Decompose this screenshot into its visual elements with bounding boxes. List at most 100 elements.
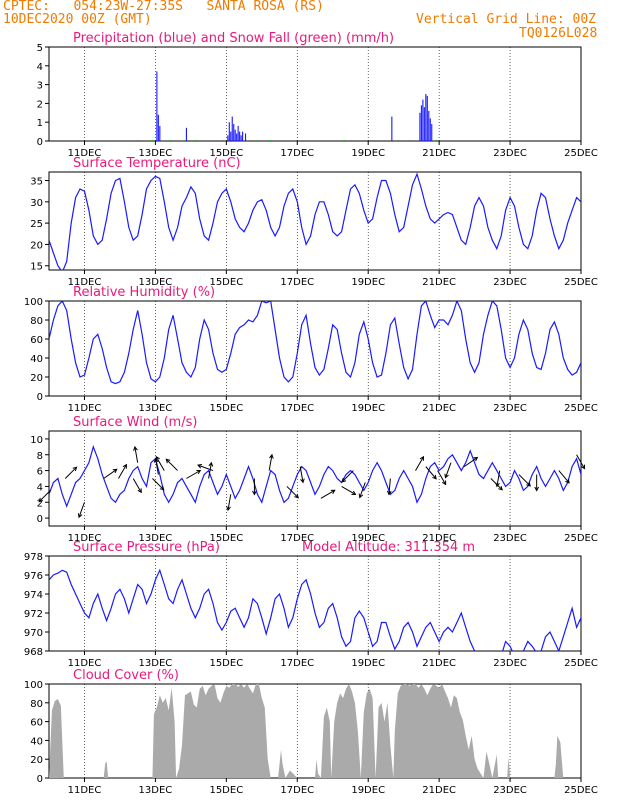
y-tick-label: 40 [30, 354, 43, 365]
wind-arrow-head [351, 490, 357, 495]
wind-arrow-shaft [208, 462, 212, 479]
wind-arrow-head [473, 456, 479, 462]
wind-arrow [64, 466, 78, 479]
header-grid-note: Vertical Grid Line: 00Z [416, 12, 597, 27]
precip-bar [425, 94, 427, 141]
wind-arrow-shaft [64, 466, 77, 479]
wind-arrow [437, 470, 447, 486]
wind-arrow [252, 478, 257, 496]
frame [48, 430, 582, 527]
x-tick-label: 13DEC [139, 658, 173, 669]
wind-plot [49, 444, 581, 508]
temp-title: Surface Temperature (nC) [73, 156, 241, 171]
y-tick-label: 978 [24, 552, 43, 563]
wind-arrow-head [269, 453, 274, 459]
wind-arrow-shaft [299, 466, 304, 483]
wind-arrow-shaft [103, 468, 118, 479]
x-tick-label: 15DEC [209, 533, 243, 544]
y-tick-label: 1 [37, 118, 43, 129]
x-tick-label: 21DEC [422, 533, 456, 544]
wind-arrow-shaft [445, 462, 452, 478]
x-tick-label: 19DEC [351, 658, 385, 669]
wind-arrow [358, 482, 366, 499]
frame [48, 46, 582, 142]
y-tick-label: 972 [24, 609, 43, 620]
wind-arrow [152, 478, 165, 491]
x-tick-label: 25DEC [564, 277, 598, 288]
snow-bar [184, 140, 186, 141]
wind-arrow [165, 458, 178, 471]
wind-arrow-shaft [152, 478, 165, 491]
precip-bar [423, 107, 425, 141]
wind-arrow-shaft [518, 474, 531, 487]
y-tick-label: 0 [37, 514, 43, 525]
wind-arrow [186, 469, 202, 479]
wind-arrow-head [534, 486, 540, 492]
wind-arrow-head [122, 463, 127, 469]
wind-arrow-shaft [359, 482, 366, 498]
wind-arrow-head [419, 455, 425, 461]
snow-bar [270, 140, 272, 141]
wind-arrow-head [432, 474, 437, 480]
x-tick-label: 15DEC [209, 277, 243, 288]
wind-arrow-shaft [268, 454, 273, 471]
x-tick-label: 17DEC [280, 148, 314, 159]
precip-plot [137, 71, 437, 141]
snow-bar [435, 140, 437, 141]
wind-arrow [197, 464, 214, 472]
frame [48, 300, 582, 397]
wind-arrow-head [444, 473, 449, 479]
precip-bar [428, 110, 430, 141]
y-tick-label: 20 [30, 755, 43, 766]
wind-arrow [132, 478, 142, 494]
x-tick-label: 23DEC [493, 785, 527, 796]
x-tick-label: 25DEC [564, 533, 598, 544]
wind-arrow-shaft [227, 494, 232, 511]
x-tick-label: 17DEC [280, 785, 314, 796]
wind-arrow-head [153, 457, 159, 463]
wind-arrow-head [580, 464, 586, 470]
wind-arrow [518, 474, 531, 487]
wind-arrow-head [341, 477, 347, 483]
x-tick-label: 21DEC [422, 277, 456, 288]
x-tick-label: 11DEC [68, 658, 102, 669]
y-tick-label: 0 [37, 392, 43, 403]
wind-arrow-shaft [576, 454, 585, 469]
wind-arrow-head [77, 513, 83, 519]
y-tick-label: 100 [24, 297, 43, 308]
y-tick-label: 6 [37, 467, 43, 478]
wind-arrow [463, 456, 479, 468]
y-tick-label: 20 [30, 373, 43, 384]
y-tick-label: 30 [30, 198, 43, 209]
x-tick-label: 13DEC [139, 403, 173, 414]
wind-arrow [268, 453, 274, 471]
precip-bar [237, 125, 239, 141]
precip-bar [236, 133, 238, 141]
wind-arrow-shaft [496, 470, 501, 487]
pressure-title: Surface Pressure (hPa) [73, 540, 220, 555]
x-tick-label: 25DEC [564, 658, 598, 669]
wind-arrow-head [159, 485, 165, 491]
wind-arrow [320, 489, 336, 499]
pressure-panel: 968 970 972 974 976 978 11DEC 13DEC 15DEC 17DEC 19… [24, 540, 598, 669]
wind-arrow-shaft [341, 470, 354, 483]
frame [48, 171, 582, 271]
cloud-title: Cloud Cover (%) [73, 668, 179, 683]
wind-arrow-shaft [118, 464, 127, 479]
x-tick-label: 25DEC [564, 148, 598, 159]
wind-arrow [38, 490, 51, 503]
rh-panel: 0 20 40 60 80 100 11DEC 13DEC 15DEC 17DEC 19DEC 21D… [24, 285, 598, 414]
x-tick-label: 21DEC [422, 148, 456, 159]
x-tick-label: 25DEC [564, 403, 598, 414]
header-code: TQ0126L028 [519, 26, 598, 41]
header-station: CPTEC: 054:23W-27:35S SANTA ROSA (RS) [3, 0, 324, 14]
wind-arrow [558, 470, 570, 484]
y-tick-label: 35 [30, 177, 43, 188]
y-tick-label: 0 [37, 774, 43, 785]
wind-arrow-head [196, 469, 202, 475]
precip-bar [159, 125, 161, 141]
wind-arrow [118, 463, 127, 479]
precip-bar [242, 131, 244, 141]
wind-arrow-head [386, 490, 392, 496]
precip-bar [234, 129, 236, 141]
